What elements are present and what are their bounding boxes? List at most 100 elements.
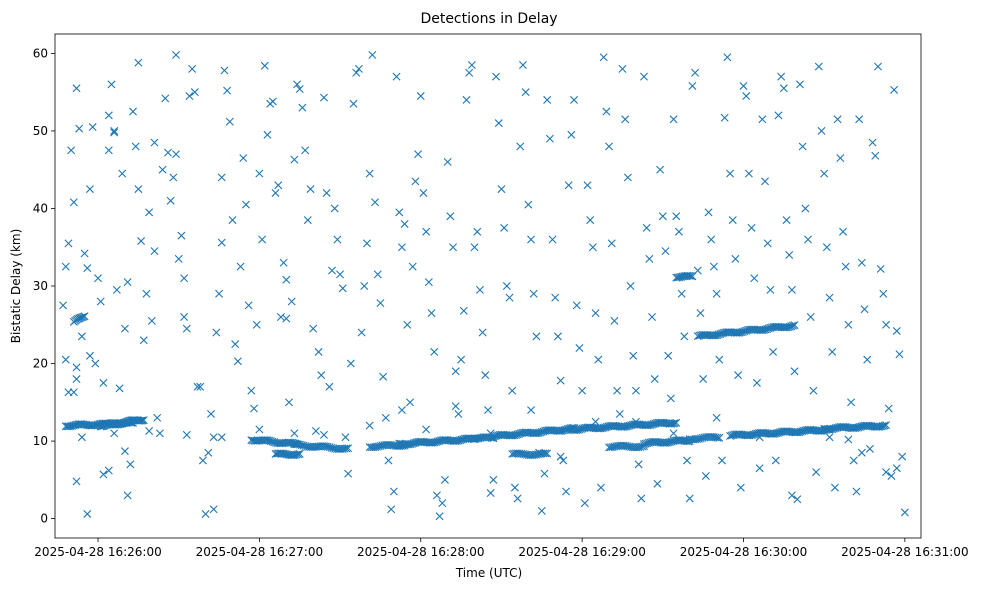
data-point: [879, 289, 888, 298]
x-axis-label: Time (UTC): [455, 566, 522, 580]
data-point: [333, 235, 342, 244]
data-point: [775, 428, 784, 437]
data-point: [295, 85, 304, 94]
data-point: [212, 328, 221, 337]
data-point: [785, 250, 794, 259]
data-point: [746, 431, 755, 440]
y-axis-label: Bistatic Delay (km): [9, 229, 23, 344]
data-point: [406, 398, 414, 407]
data-point: [85, 351, 94, 360]
data-point: [278, 449, 286, 458]
data-point: [236, 262, 245, 271]
data-point: [572, 301, 581, 310]
data-point: [787, 285, 796, 294]
data-point: [163, 148, 172, 157]
data-point: [80, 312, 89, 321]
data-point: [174, 254, 183, 263]
y-tick-label: 0: [40, 512, 48, 526]
data-point: [621, 115, 630, 124]
data-point: [812, 468, 821, 477]
data-point: [790, 321, 799, 330]
data-point: [726, 169, 735, 178]
data-point: [289, 451, 298, 460]
data-point: [825, 433, 834, 442]
data-point: [836, 154, 845, 163]
data-point: [709, 331, 718, 340]
data-point: [686, 272, 695, 281]
data-point: [588, 243, 597, 252]
data-point: [449, 243, 458, 252]
x-tick-label: 2025-04-28 16:30:00: [680, 545, 807, 559]
data-point: [131, 142, 140, 151]
data-point: [182, 430, 191, 439]
data-point: [262, 436, 271, 445]
data-point: [428, 438, 437, 447]
data-point: [66, 422, 75, 431]
data-point: [715, 355, 724, 364]
data-point: [771, 456, 780, 465]
data-point: [855, 115, 864, 124]
data-point: [427, 309, 436, 318]
data-point: [161, 94, 170, 103]
data-point: [605, 142, 614, 151]
data-point: [782, 323, 791, 332]
data-point: [384, 456, 393, 465]
data-point: [769, 347, 778, 356]
data-point: [567, 130, 576, 139]
data-point: [255, 169, 264, 178]
data-point: [755, 433, 764, 442]
data-point: [505, 293, 514, 302]
data-point: [695, 331, 704, 340]
data-point: [801, 204, 810, 213]
data-point: [177, 231, 186, 240]
data-point: [104, 146, 113, 155]
data-point: [747, 223, 756, 232]
data-point: [118, 169, 127, 178]
data-point: [830, 483, 839, 492]
data-point: [190, 88, 199, 97]
data-point: [376, 299, 385, 308]
data-point: [564, 181, 573, 190]
data-point: [717, 456, 726, 465]
data-point: [371, 198, 380, 207]
data-point: [750, 274, 759, 283]
data-point: [799, 426, 808, 435]
x-tick-label: 2025-04-28 16:27:00: [196, 545, 323, 559]
data-point: [342, 444, 351, 453]
data-point: [188, 64, 197, 73]
data-point: [362, 239, 371, 248]
data-point: [524, 200, 533, 209]
data-point: [677, 272, 686, 281]
data-point: [481, 371, 490, 380]
data-point: [397, 406, 406, 415]
data-point: [513, 494, 522, 503]
data-point: [282, 314, 291, 323]
data-point: [293, 440, 302, 449]
data-point: [233, 357, 242, 366]
data-point: [712, 413, 721, 422]
data-point: [712, 289, 721, 298]
data-point: [231, 340, 240, 349]
data-point: [314, 347, 323, 356]
data-point: [631, 417, 640, 426]
data-point: [788, 321, 797, 330]
data-point: [104, 111, 113, 120]
data-point: [763, 239, 772, 248]
data-point: [871, 151, 880, 160]
data-point: [276, 313, 285, 322]
data-point: [96, 297, 105, 306]
data-point: [319, 93, 328, 102]
data-point: [892, 464, 901, 473]
data-point: [379, 372, 388, 381]
data-point: [88, 421, 97, 430]
data-point: [545, 134, 554, 143]
data-point: [559, 456, 568, 465]
data-point: [677, 289, 686, 298]
data-point: [134, 185, 143, 194]
data-point: [626, 282, 635, 290]
data-point: [728, 216, 737, 225]
data-point: [61, 355, 70, 364]
data-point: [80, 420, 89, 429]
data-point: [516, 142, 525, 151]
data-point: [851, 424, 860, 432]
